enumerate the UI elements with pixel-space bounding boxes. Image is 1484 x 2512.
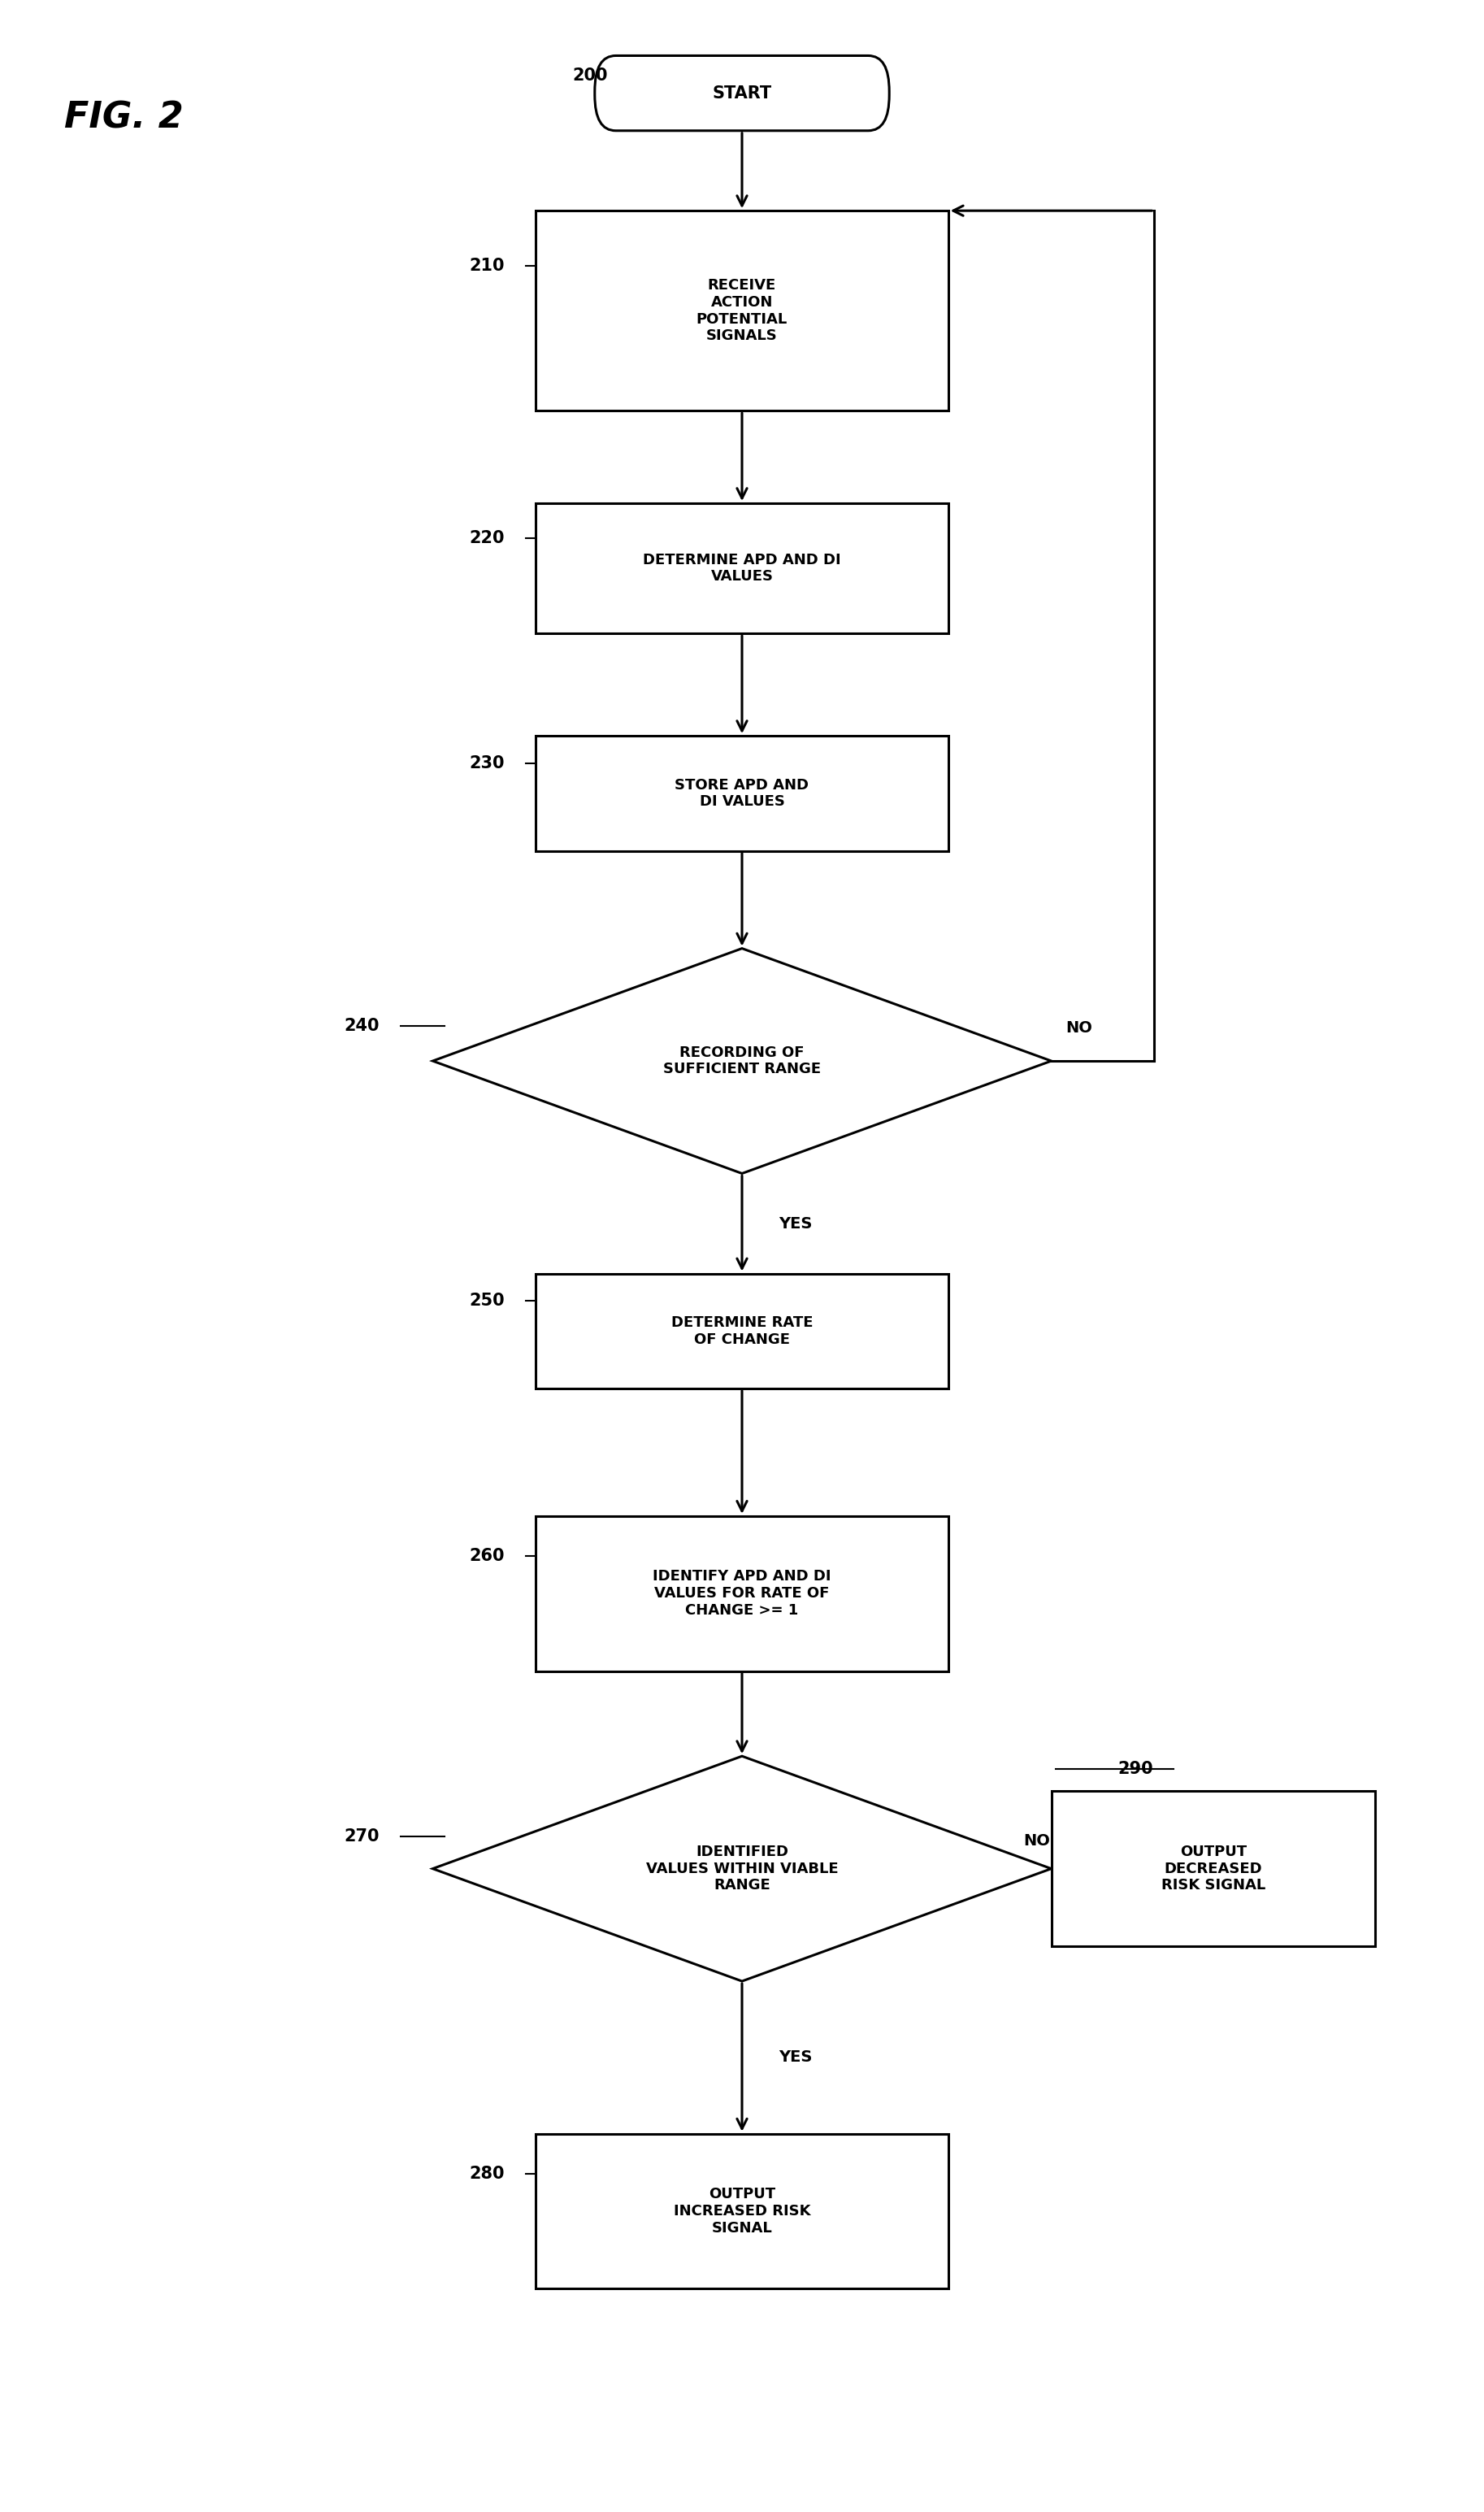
Bar <box>536 1274 948 1389</box>
Text: FIG. 2: FIG. 2 <box>64 100 184 136</box>
Text: IDENTIFIED
VALUES WITHIN VIABLE
RANGE: IDENTIFIED VALUES WITHIN VIABLE RANGE <box>646 1844 838 1894</box>
Text: 260: 260 <box>469 1547 505 1565</box>
Bar <box>536 1517 948 1670</box>
Text: NO: NO <box>1022 1834 1049 1849</box>
Polygon shape <box>433 1756 1051 1982</box>
Text: 270: 270 <box>344 1829 380 1844</box>
Text: 230: 230 <box>469 756 505 771</box>
Text: YES: YES <box>779 1216 812 1231</box>
Text: 280: 280 <box>469 2165 505 2183</box>
Text: 220: 220 <box>469 530 505 548</box>
Bar <box>536 2133 948 2288</box>
Text: OUTPUT
INCREASED RISK
SIGNAL: OUTPUT INCREASED RISK SIGNAL <box>674 2188 810 2236</box>
Text: IDENTIFY APD AND DI
VALUES FOR RATE OF
CHANGE >= 1: IDENTIFY APD AND DI VALUES FOR RATE OF C… <box>653 1570 831 1618</box>
Text: OUTPUT
DECREASED
RISK SIGNAL: OUTPUT DECREASED RISK SIGNAL <box>1160 1844 1266 1894</box>
Text: START: START <box>712 85 772 100</box>
FancyBboxPatch shape <box>595 55 889 131</box>
Polygon shape <box>433 950 1051 1173</box>
Text: 240: 240 <box>344 1017 380 1035</box>
Bar <box>536 736 948 852</box>
Text: RECORDING OF
SUFFICIENT RANGE: RECORDING OF SUFFICIENT RANGE <box>663 1045 821 1078</box>
Text: 250: 250 <box>469 1294 505 1309</box>
Text: DETERMINE APD AND DI
VALUES: DETERMINE APD AND DI VALUES <box>643 553 841 585</box>
Text: YES: YES <box>779 2050 812 2065</box>
Text: 200: 200 <box>573 68 608 83</box>
Bar <box>1051 1791 1376 1947</box>
Text: STORE APD AND
DI VALUES: STORE APD AND DI VALUES <box>675 779 809 809</box>
Text: RECEIVE
ACTION
POTENTIAL
SIGNALS: RECEIVE ACTION POTENTIAL SIGNALS <box>696 279 788 344</box>
Text: NO: NO <box>1066 1020 1092 1035</box>
Text: 290: 290 <box>1117 1761 1153 1776</box>
Text: 210: 210 <box>469 259 505 274</box>
Text: DETERMINE RATE
OF CHANGE: DETERMINE RATE OF CHANGE <box>671 1316 813 1346</box>
Bar <box>536 211 948 412</box>
Bar <box>536 502 948 633</box>
